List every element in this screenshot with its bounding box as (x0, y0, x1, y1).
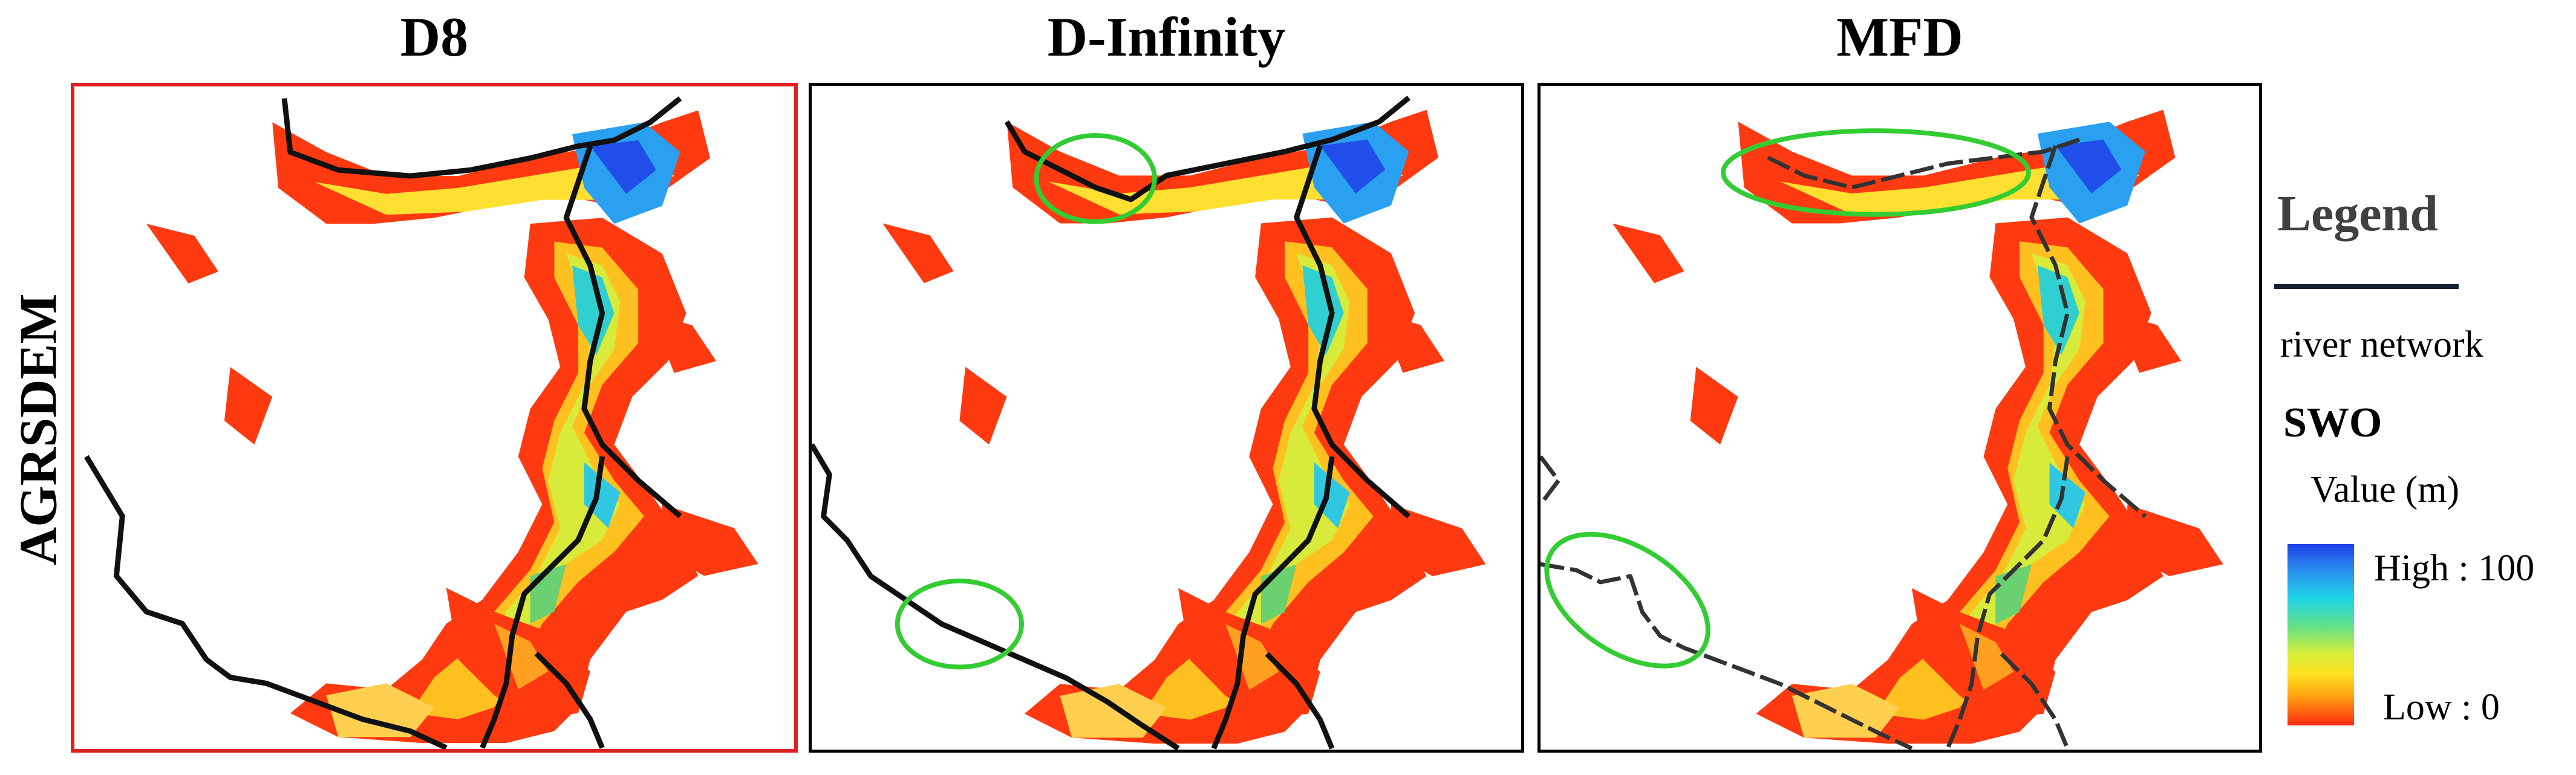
title-mfd: MFD (1836, 6, 1963, 68)
map-panel-mfd (1537, 83, 2262, 753)
highlight-ellipse-mfd-upper (1720, 128, 2031, 217)
highlight-ellipse-dinf-lower (895, 579, 1024, 670)
title-dinf: D-Infinity (1047, 6, 1286, 68)
legend-river-line (2274, 284, 2459, 289)
legend-color-ramp (2287, 544, 2354, 725)
legend-river-label: river network (2280, 324, 2483, 365)
highlight-ellipse-dinf-upper (1034, 133, 1157, 224)
title-d8: D8 (400, 6, 469, 68)
legend-value-label: Value (m) (2310, 469, 2460, 510)
row-label: AGRSDEM (9, 293, 68, 566)
legend-swo-label: SWO (2283, 400, 2382, 446)
river-network-mfd (1541, 137, 2147, 750)
highlight-ellipse-mfd-lower (1544, 531, 1710, 669)
map-panel-dinf (809, 83, 1524, 753)
legend-low-label: Low : 0 (2383, 687, 2500, 728)
swo-map-d8 (84, 96, 758, 749)
legend-title: Legend (2277, 186, 2439, 242)
legend-high-label: High : 100 (2374, 548, 2535, 589)
swo-map-dinf (812, 96, 1486, 750)
river-network-dinf (812, 96, 1411, 750)
map-panel-d8 (71, 83, 798, 753)
river-network-d8 (84, 96, 682, 749)
swo-map-mfd (1541, 109, 2223, 750)
